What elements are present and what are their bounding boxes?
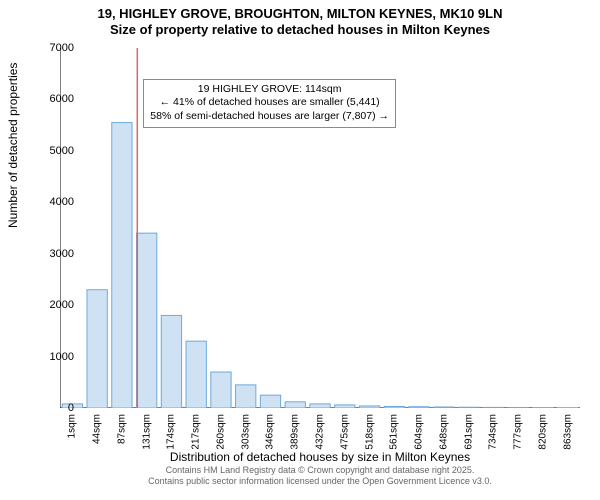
title-line-1: 19, HIGHLEY GROVE, BROUGHTON, MILTON KEY…: [0, 6, 600, 22]
xtick-label: 1sqm: [67, 414, 78, 438]
xtick-label: 691sqm: [463, 414, 474, 450]
footer-line-1: Contains HM Land Registry data © Crown c…: [60, 465, 580, 476]
bar: [186, 341, 206, 408]
x-axis-label: Distribution of detached houses by size …: [60, 450, 580, 464]
xtick-label: 217sqm: [191, 414, 202, 450]
bar: [458, 407, 478, 408]
annotation-box: 19 HIGHLEY GROVE: 114sqm← 41% of detache…: [143, 79, 396, 128]
xtick-label: 131sqm: [141, 414, 152, 450]
ytick-label: 2000: [34, 299, 74, 311]
bar: [335, 405, 355, 408]
xtick-label: 518sqm: [364, 414, 375, 450]
bar: [260, 395, 280, 408]
bar: [236, 385, 256, 408]
footer-attribution: Contains HM Land Registry data © Crown c…: [60, 465, 580, 488]
annotation-line-1: 19 HIGHLEY GROVE: 114sqm: [150, 83, 389, 97]
bar: [112, 123, 132, 408]
bar: [211, 372, 231, 408]
annotation-line-3: 58% of semi-detached houses are larger (…: [150, 110, 389, 124]
xtick-label: 346sqm: [265, 414, 276, 450]
bar: [87, 290, 107, 408]
xtick-label: 561sqm: [389, 414, 400, 450]
xtick-label: 820sqm: [537, 414, 548, 450]
ytick-label: 1000: [34, 351, 74, 363]
bar: [434, 407, 454, 408]
y-axis-label: Number of detached properties: [6, 63, 20, 228]
bar: [285, 402, 305, 408]
title-line-2: Size of property relative to detached ho…: [0, 22, 600, 38]
ytick-label: 5000: [34, 145, 74, 157]
ytick-label: 3000: [34, 248, 74, 260]
xtick-label: 432sqm: [315, 414, 326, 450]
xtick-label: 260sqm: [215, 414, 226, 450]
ytick-label: 7000: [34, 42, 74, 54]
xtick-label: 648sqm: [438, 414, 449, 450]
ytick-label: 6000: [34, 93, 74, 105]
bar: [508, 407, 528, 408]
xtick-label: 303sqm: [240, 414, 251, 450]
xtick-label: 389sqm: [290, 414, 301, 450]
ytick-label: 0: [34, 402, 74, 414]
annotation-line-2: ← 41% of detached houses are smaller (5,…: [150, 96, 389, 110]
xtick-label: 174sqm: [166, 414, 177, 450]
xtick-label: 475sqm: [339, 414, 350, 450]
footer-line-2: Contains public sector information licen…: [60, 476, 580, 487]
ytick-label: 4000: [34, 196, 74, 208]
bar: [137, 233, 157, 408]
bar: [409, 407, 429, 408]
xtick-label: 863sqm: [562, 414, 573, 450]
xtick-label: 777sqm: [513, 414, 524, 450]
xtick-label: 734sqm: [488, 414, 499, 450]
xtick-label: 44sqm: [92, 414, 103, 444]
bar: [483, 407, 503, 408]
bar: [161, 315, 181, 408]
bar: [359, 406, 379, 408]
xtick-label: 604sqm: [414, 414, 425, 450]
xtick-label: 87sqm: [116, 414, 127, 444]
bar: [384, 406, 404, 408]
chart-title-block: 19, HIGHLEY GROVE, BROUGHTON, MILTON KEY…: [0, 0, 600, 39]
bar: [310, 404, 330, 408]
